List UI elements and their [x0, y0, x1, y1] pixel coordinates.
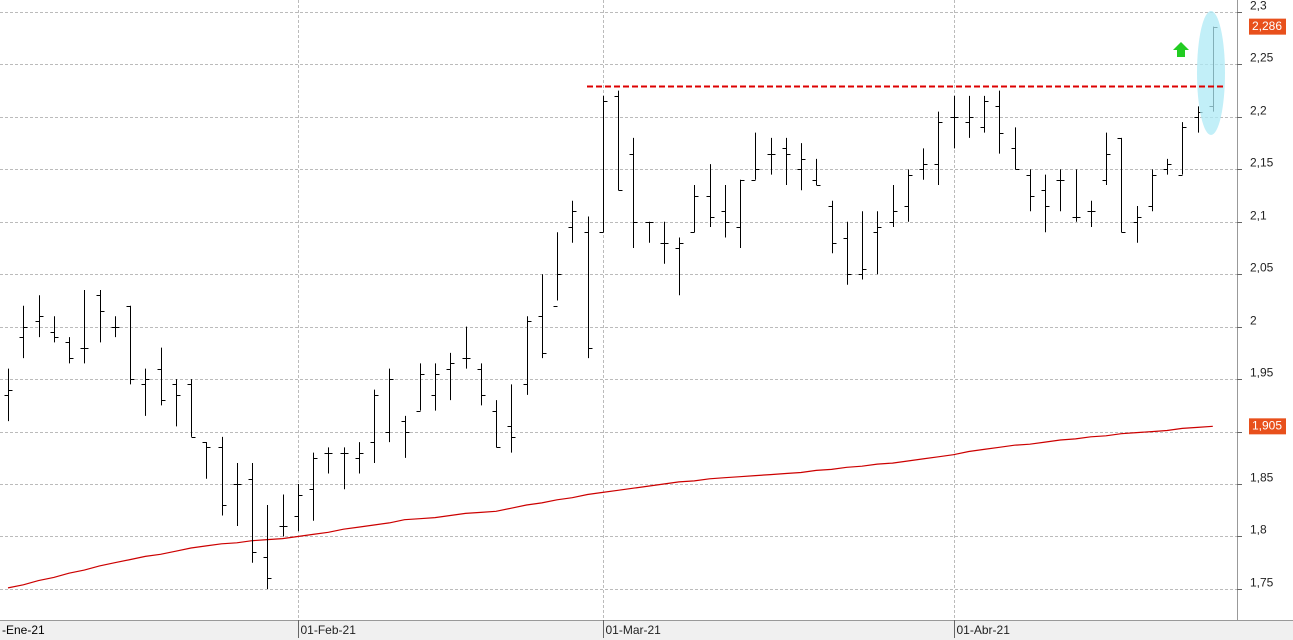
y-tick-label: 2,3 — [1250, 0, 1267, 13]
y-tick-label: 1,75 — [1250, 576, 1274, 590]
x-tick-label: 01-Mar-21 — [606, 623, 662, 637]
x-axis-strip — [0, 621, 1293, 640]
x-tick-label: 01-Feb-21 — [301, 623, 357, 637]
overlay: 2,286 1,905 — [587, 18, 1286, 435]
y-tick-label: 2,25 — [1250, 51, 1274, 65]
y-tick-label: 2,2 — [1250, 104, 1267, 118]
y-tick-label: 2,1 — [1250, 209, 1267, 223]
y-tick-label: 1,95 — [1250, 366, 1274, 380]
moving-average — [7, 425, 1213, 589]
y-tick-label: 2,15 — [1250, 156, 1274, 170]
up-arrow — [1173, 42, 1189, 57]
y-tick-label: 2,05 — [1250, 261, 1274, 275]
y-tick-label: 1,8 — [1250, 523, 1267, 537]
price-label: 1,905 — [1252, 419, 1282, 433]
y-tick-label: 1,85 — [1250, 471, 1274, 485]
price-badge — [1249, 18, 1286, 35]
price-label: 2,286 — [1252, 19, 1282, 33]
highlight-ellipse — [1197, 11, 1225, 135]
price-badge — [1249, 418, 1286, 435]
first-month-label: -Ene-21 — [2, 623, 45, 637]
marks — [4, 26, 1218, 589]
y-tick-label: 2 — [1250, 314, 1257, 328]
x-tick-label: 01-Abr-21 — [957, 623, 1011, 637]
